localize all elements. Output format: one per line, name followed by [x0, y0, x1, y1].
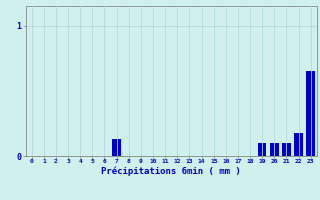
Bar: [270, 143, 279, 156]
Bar: [112, 139, 121, 156]
X-axis label: Précipitations 6min ( mm ): Précipitations 6min ( mm ): [101, 167, 241, 176]
Bar: [307, 71, 315, 156]
Bar: [282, 143, 291, 156]
Bar: [258, 143, 267, 156]
Bar: [294, 133, 303, 156]
